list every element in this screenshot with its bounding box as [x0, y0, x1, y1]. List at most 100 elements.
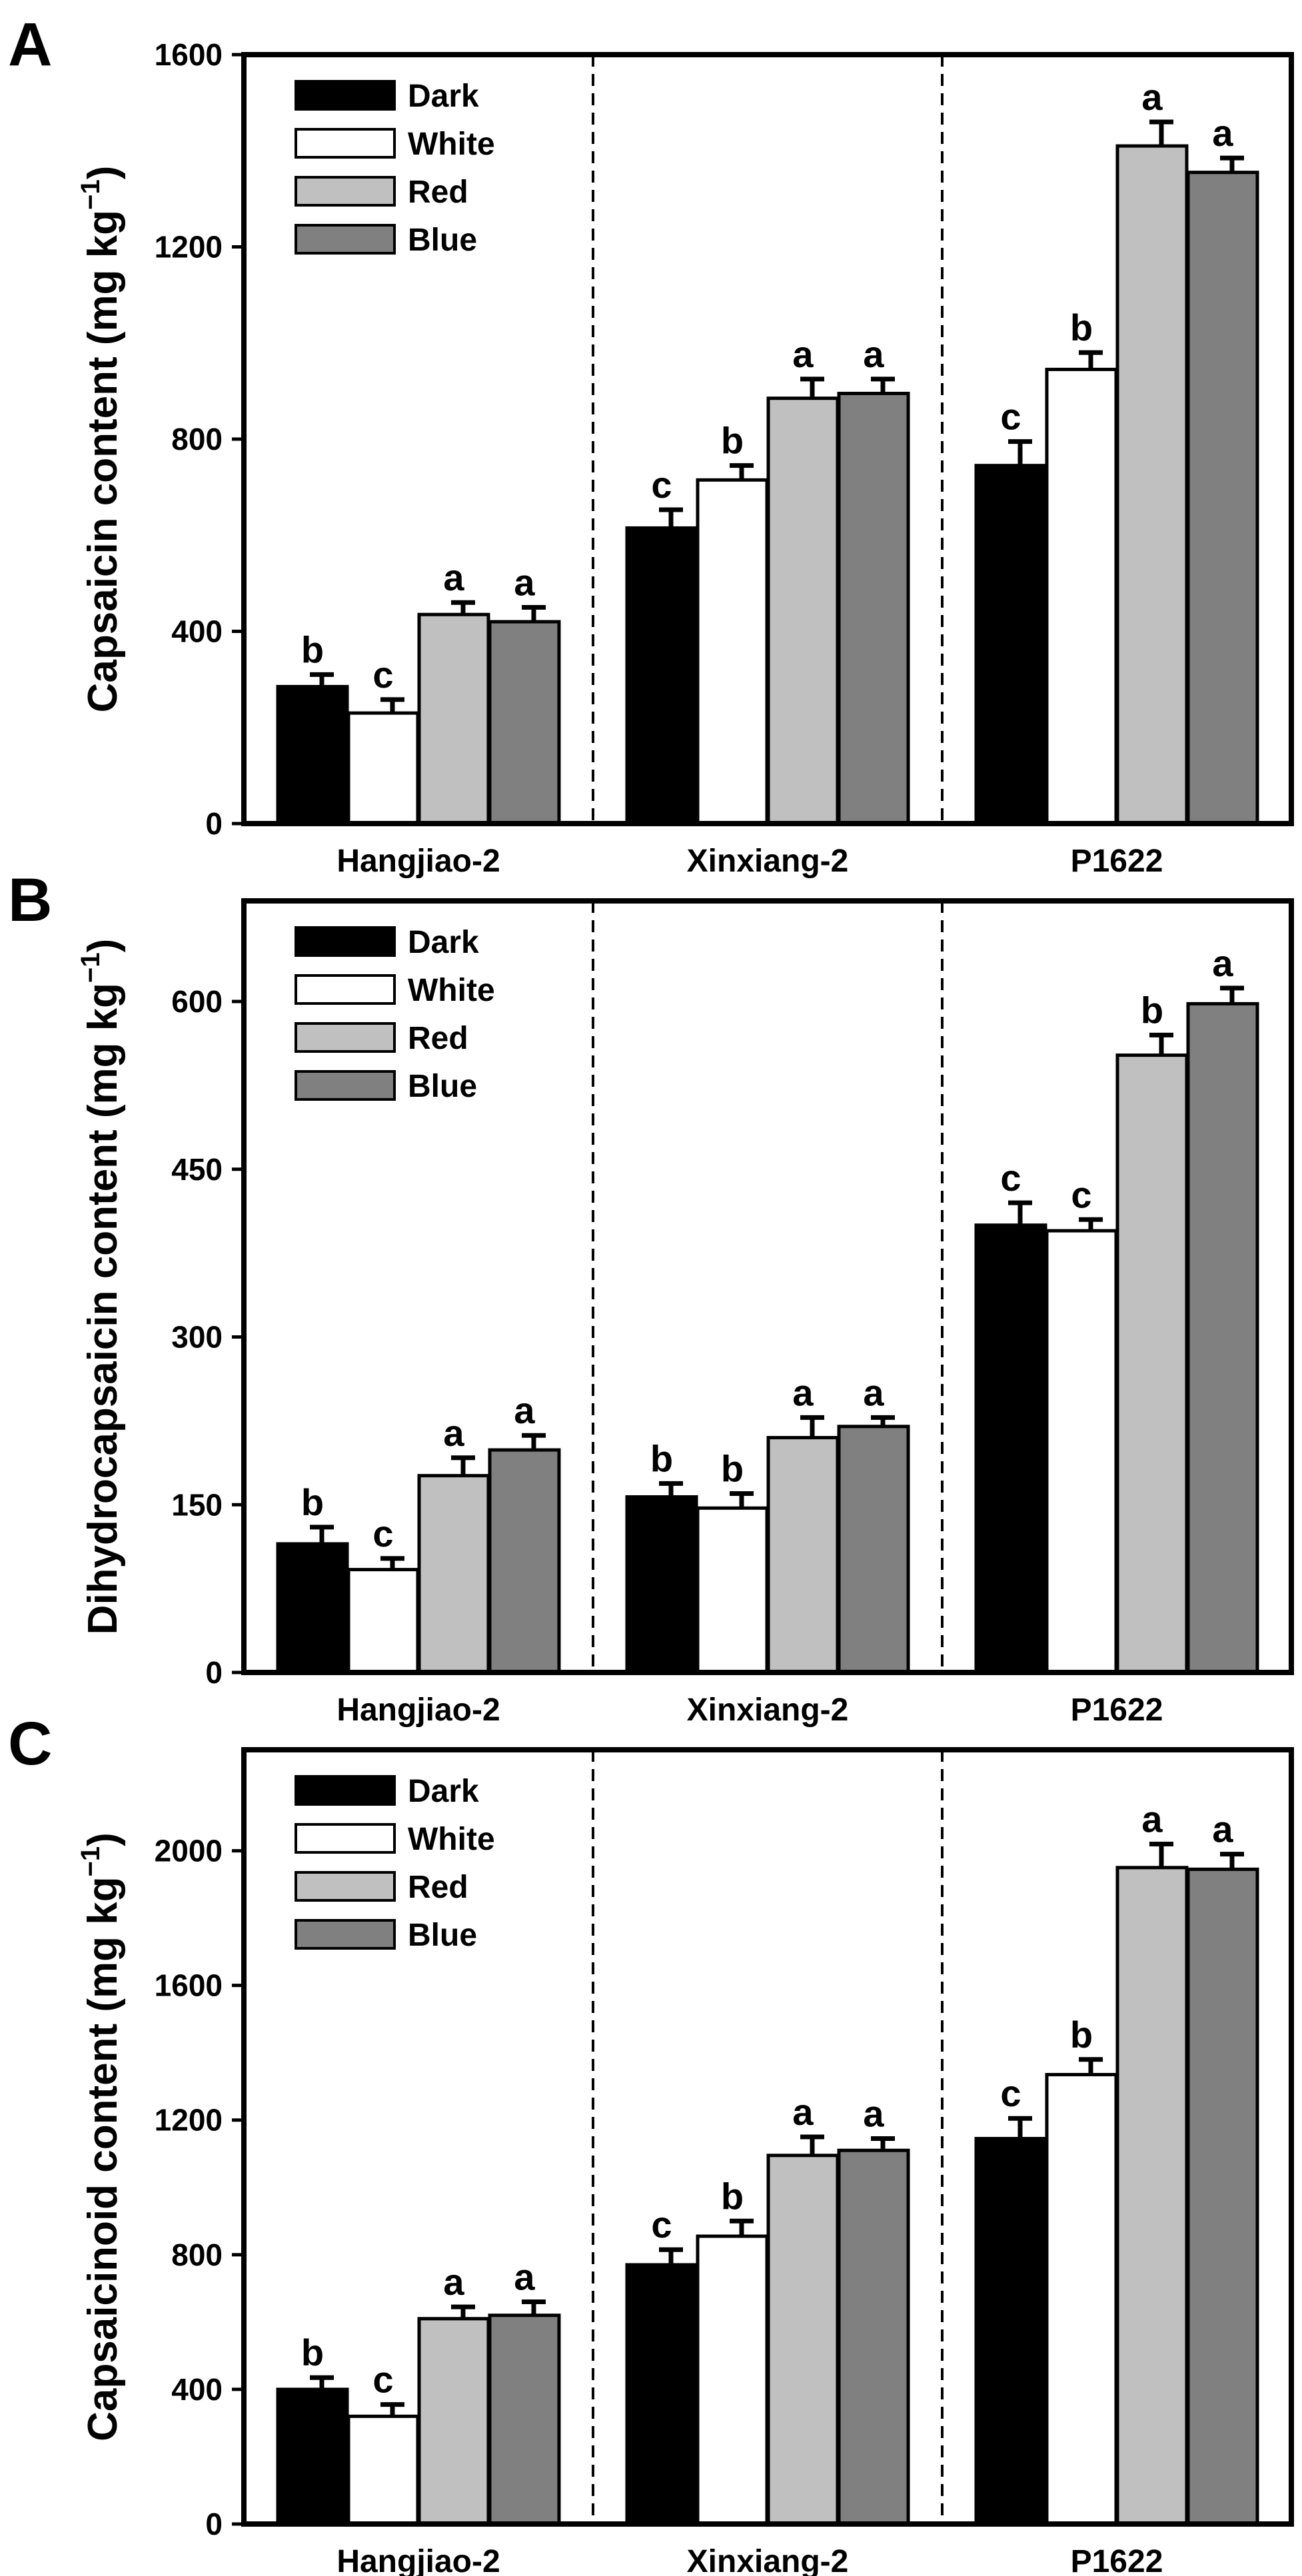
- y-tick-label: 400: [171, 614, 223, 649]
- y-tick-label: 450: [171, 1152, 223, 1187]
- legend-label: Red: [408, 1870, 468, 1905]
- y-axis-label: Capsaicin content (mg kg−1): [76, 166, 126, 713]
- bar-red: [766, 1436, 840, 1674]
- y-tick-label: 150: [171, 1487, 223, 1522]
- legend-swatch-blue: [295, 1919, 396, 1950]
- bar-blue: [837, 2148, 910, 2526]
- y-axis-label: Capsaicinoid content (mg kg−1): [76, 1832, 126, 2441]
- y-axis-label-text: Capsaicin content (mg kg: [80, 210, 126, 712]
- x-tick-label: P1622: [1071, 1692, 1163, 1728]
- y-tick-label: 2000: [155, 1834, 223, 1868]
- significance-letter: c: [1000, 1157, 1021, 1199]
- significance-letter: a: [514, 1389, 535, 1431]
- significance-letter: a: [863, 1371, 884, 1413]
- significance-letter: b: [301, 628, 324, 670]
- bar-red: [417, 1474, 490, 1674]
- legend-swatch-red: [295, 1871, 396, 1902]
- y-tick-label: 0: [205, 1655, 223, 1690]
- y-tick-label: 1600: [155, 1968, 223, 2003]
- legend-label: Blue: [408, 1918, 477, 1953]
- legend-swatch-dark: [295, 926, 396, 957]
- significance-letter: a: [792, 333, 814, 375]
- chart-panel-c: C Capsaicinoid content (mg kg−1) 0 400 800 12…: [8, 1710, 1294, 2576]
- significance-letter: b: [721, 2175, 744, 2217]
- y-axis-label-superscript: −1: [76, 952, 105, 983]
- legend-swatch-white: [295, 974, 396, 1005]
- plot-frame: [241, 1747, 1294, 2527]
- panel-label: A: [8, 11, 52, 79]
- legend-swatch-white: [295, 1823, 396, 1854]
- y-axis-label-superscript: −1: [76, 179, 105, 210]
- x-tick-label: P1622: [1071, 844, 1163, 879]
- bar-white: [696, 1506, 769, 1674]
- significance-letter: b: [721, 1447, 744, 1489]
- plot-frame: [241, 898, 1294, 1675]
- chart-panel-b: B Dihydrocapsaicin content (mg kg−1) 0 150 3…: [8, 866, 1294, 1728]
- legend-swatch-red: [295, 176, 396, 207]
- bar-white: [696, 2234, 769, 2526]
- significance-letter: c: [1000, 396, 1021, 438]
- y-axis-label: Dihydrocapsaicin content (mg kg−1): [76, 939, 126, 1635]
- plot-frame: [241, 52, 1294, 826]
- y-tick-label: 1200: [155, 230, 223, 265]
- significance-letter: a: [1141, 76, 1163, 118]
- significance-letter: c: [651, 464, 672, 506]
- legend-label: Dark: [408, 1774, 479, 1809]
- legend-label: Blue: [408, 223, 477, 258]
- panel-label: C: [8, 1710, 52, 1778]
- bar-white: [346, 2414, 420, 2526]
- bar-red: [766, 2154, 840, 2526]
- bar-blue: [1186, 171, 1259, 826]
- significance-letter: a: [514, 561, 535, 603]
- bar-dark: [625, 526, 698, 826]
- significance-letter: c: [372, 2359, 393, 2401]
- panel-label: B: [8, 866, 52, 934]
- legend-label: Red: [408, 1021, 468, 1056]
- y-tick-label: 800: [171, 422, 223, 456]
- bar-dark: [974, 1223, 1047, 1674]
- bar-blue: [488, 2313, 561, 2526]
- significance-letter: b: [1070, 2014, 1093, 2056]
- y-tick-label: 0: [205, 2507, 223, 2541]
- chart-panel-a: A Capsaicin content (mg kg−1) 0 400 800 1200 1…: [8, 11, 1294, 879]
- significance-letter: a: [1212, 112, 1233, 154]
- significance-letter: b: [301, 1481, 324, 1523]
- bar-red: [417, 612, 490, 826]
- bar-dark: [625, 2263, 698, 2526]
- y-axis-label-close: ): [80, 166, 126, 180]
- significance-letter: a: [443, 2261, 464, 2303]
- bar-white: [1045, 2073, 1118, 2526]
- bar-white: [1045, 367, 1118, 826]
- x-tick-label: Hangjiao-2: [336, 844, 500, 879]
- y-axis-label-close: ): [80, 939, 126, 953]
- bar-dark: [974, 464, 1047, 826]
- significance-letter: a: [443, 556, 464, 598]
- y-tick-label: 1600: [155, 37, 223, 72]
- y-tick-label: 600: [171, 984, 223, 1019]
- y-tick-label: 800: [171, 2238, 223, 2272]
- significance-letter: a: [792, 1371, 814, 1413]
- significance-letter: b: [721, 420, 744, 462]
- legend-label: Blue: [408, 1069, 477, 1104]
- legend-swatch-blue: [295, 224, 396, 255]
- legend-swatch-blue: [295, 1070, 396, 1101]
- bar-dark: [625, 1495, 698, 1674]
- legend-label: White: [408, 973, 495, 1008]
- y-axis-label-superscript: −1: [76, 1846, 105, 1877]
- bar-dark: [276, 684, 349, 826]
- y-tick-label: 0: [205, 806, 223, 841]
- legend-swatch-dark: [295, 80, 396, 111]
- bar-dark: [974, 2137, 1047, 2526]
- significance-letter: b: [650, 1437, 673, 1479]
- significance-letter: a: [443, 1412, 464, 1454]
- bar-dark: [276, 1542, 349, 1674]
- significance-letter: a: [863, 333, 884, 375]
- bar-blue: [488, 620, 561, 826]
- y-tick-label: 300: [171, 1320, 223, 1355]
- significance-letter: b: [1070, 307, 1093, 348]
- significance-letter: b: [1141, 989, 1163, 1031]
- y-tick-label: 400: [171, 2372, 223, 2407]
- significance-letter: a: [1212, 1808, 1233, 1850]
- significance-letter: c: [651, 2204, 672, 2246]
